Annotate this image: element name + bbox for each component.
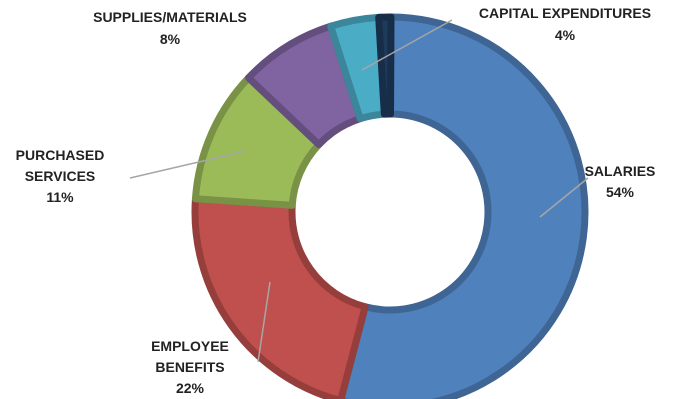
slice-value-label: 8% [160, 31, 181, 47]
slice-value-label: 22% [176, 380, 205, 396]
leader-line [539, 177, 589, 218]
slice-value-label: 54% [606, 184, 635, 200]
slice-category-label: BENEFITS [155, 359, 224, 375]
slice-salaries [337, 13, 589, 399]
leader-line [129, 150, 247, 179]
slice-category-label: EMPLOYEE [151, 338, 229, 354]
leader-line [361, 19, 453, 71]
slice-value-label: 11% [46, 189, 74, 205]
slice-category-label: CAPITAL EXPENDITURES [479, 5, 651, 21]
slice-category-label: SUPPLIES/MATERIALS [93, 9, 247, 25]
leader-line [257, 281, 271, 363]
slice-other [375, 13, 395, 118]
slice-employee-benefits [191, 195, 369, 399]
slice-category-label: PURCHASED [16, 147, 105, 163]
slice-value-label: 4% [555, 27, 576, 43]
slice-category-label: SERVICES [25, 168, 96, 184]
slice-category-label: SALARIES [585, 163, 656, 179]
